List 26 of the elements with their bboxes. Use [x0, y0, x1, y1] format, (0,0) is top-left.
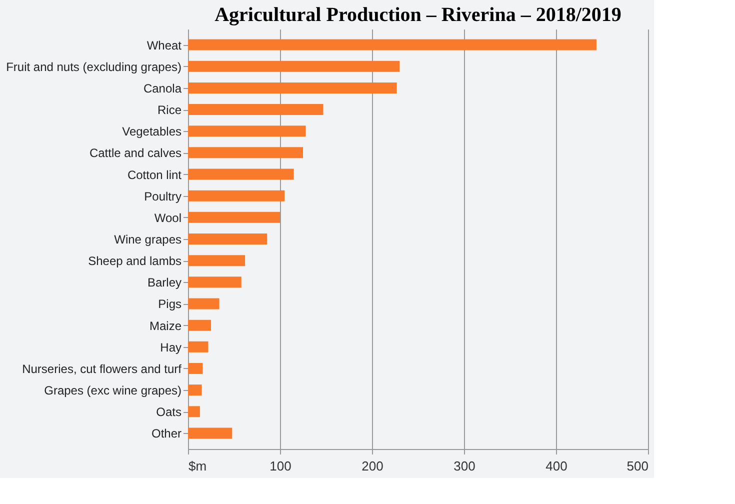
y-tick-label: Cattle and calves — [89, 146, 182, 160]
y-tick-label: Other — [151, 426, 182, 441]
y-tick-label: Wine grapes — [114, 232, 182, 246]
y-tick-label: Pigs — [158, 297, 182, 312]
y-tick-label: Poultry — [144, 189, 182, 204]
y-tick-label: Rice — [157, 103, 182, 118]
y-tick-label: Wheat — [146, 38, 182, 52]
y-tick-label: Oats — [156, 405, 182, 420]
x-tick-label: $m — [188, 458, 207, 474]
y-tick-label: Vegetables — [122, 124, 182, 139]
y-tick-label: Fruit and nuts (excluding grapes) — [6, 60, 182, 74]
x-tick-label: 200 — [362, 458, 384, 474]
chart-title: Agricultural Production – Riverina – 2018/2019 — [214, 4, 622, 26]
y-tick-label: Hay — [160, 340, 182, 354]
y-tick-label: Wool — [154, 210, 182, 225]
y-tick-label: Canola — [143, 81, 182, 96]
x-tick-label: 100 — [270, 458, 292, 474]
x-tick-label: 300 — [454, 458, 476, 474]
y-tick-label: Nurseries, cut flowers and turf — [22, 362, 182, 376]
y-tick-label: Cotton lint — [127, 168, 182, 182]
x-tick-label: 500 — [626, 458, 648, 474]
y-tick-label: Sheep and lambs — [88, 254, 182, 268]
y-tick-label: Maize — [149, 318, 182, 333]
y-tick-label: Barley — [147, 276, 182, 290]
y-tick-label: Grapes (exc wine grapes) — [44, 384, 182, 398]
x-tick-label: 400 — [546, 458, 568, 474]
